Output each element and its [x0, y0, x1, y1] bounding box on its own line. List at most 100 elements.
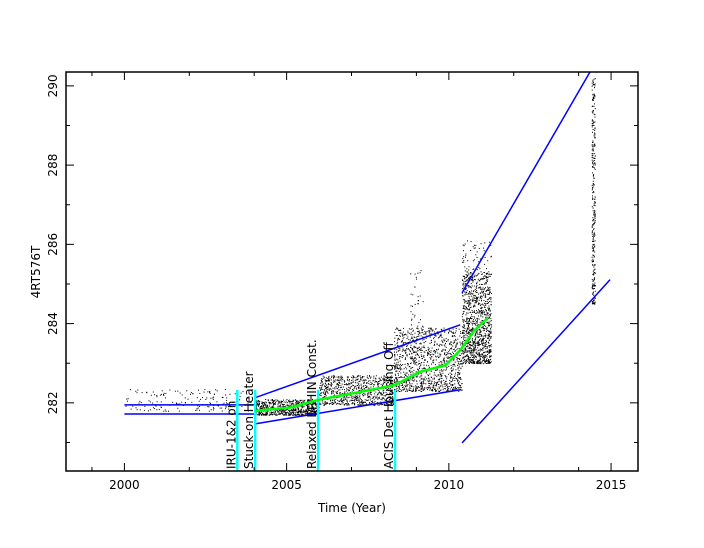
data-point [472, 330, 474, 332]
data-point [331, 375, 333, 377]
data-point [454, 361, 456, 363]
data-point [456, 349, 458, 351]
data-point [472, 362, 474, 364]
data-point [592, 166, 594, 168]
data-point [460, 388, 461, 390]
data-point [364, 385, 366, 386]
data-point [591, 225, 593, 227]
data-point [488, 287, 490, 289]
data-point [402, 346, 404, 348]
data-point [405, 374, 407, 376]
data-point [446, 376, 448, 378]
data-point [234, 393, 236, 395]
data-point [279, 405, 281, 407]
data-point [429, 327, 431, 329]
data-point [473, 299, 475, 301]
data-point [362, 395, 364, 397]
data-point [431, 382, 433, 384]
data-point [308, 410, 310, 411]
data-point [402, 334, 404, 336]
data-point [472, 246, 474, 248]
data-point [428, 351, 430, 352]
data-point [469, 291, 470, 293]
data-point [377, 397, 379, 399]
data-point [465, 363, 467, 364]
data-point [420, 382, 422, 384]
data-point [411, 379, 413, 381]
data-point [473, 290, 475, 291]
data-point [490, 313, 492, 315]
data-point [353, 376, 355, 377]
data-point [594, 205, 596, 207]
y-tick-label: 288 [46, 154, 60, 177]
data-point [259, 407, 261, 408]
data-point [285, 413, 287, 415]
data-point [479, 360, 481, 362]
data-point [288, 414, 290, 416]
data-point [594, 136, 596, 138]
data-point [341, 388, 343, 390]
data-point [468, 301, 470, 303]
data-point [454, 383, 456, 385]
data-point [466, 290, 468, 292]
data-point [465, 355, 467, 357]
data-point [488, 273, 490, 275]
data-point [594, 211, 596, 213]
data-point [490, 318, 492, 320]
data-point [176, 403, 178, 405]
data-point [320, 403, 322, 405]
data-point [477, 304, 479, 306]
data-point [265, 413, 267, 415]
data-point [441, 377, 443, 379]
data-point [338, 382, 340, 384]
data-point [593, 235, 595, 237]
data-point [383, 377, 385, 379]
data-point [260, 406, 262, 407]
data-point [309, 412, 311, 414]
data-point [486, 321, 488, 323]
data-point [275, 414, 277, 416]
data-point [477, 350, 479, 352]
data-point [297, 401, 299, 402]
data-point [467, 357, 469, 359]
data-point [476, 319, 478, 321]
data-point [592, 219, 594, 221]
data-point [411, 318, 413, 320]
data-point [312, 398, 313, 400]
data-point [466, 268, 468, 270]
data-point [422, 387, 424, 389]
data-point [464, 352, 465, 354]
data-point [369, 384, 371, 385]
data-point [296, 414, 298, 416]
data-point [350, 397, 352, 399]
data-point [417, 336, 419, 337]
data-point [263, 411, 265, 413]
data-point [396, 343, 398, 345]
data-point [339, 382, 341, 384]
data-point [476, 322, 478, 324]
data-point [265, 414, 267, 416]
data-point [195, 409, 197, 411]
data-point [371, 402, 373, 404]
data-point [593, 213, 595, 215]
data-point [302, 399, 304, 401]
data-point [349, 392, 351, 393]
data-point [326, 389, 328, 390]
data-point [263, 404, 265, 406]
data-point [479, 332, 481, 334]
data-point [462, 341, 464, 342]
data-point [325, 380, 327, 381]
data-point [490, 337, 492, 339]
data-point [464, 275, 465, 277]
data-point [427, 374, 429, 376]
data-point [437, 374, 439, 376]
data-point [374, 401, 376, 402]
data-point [360, 383, 362, 385]
data-point [450, 386, 452, 388]
data-point [422, 357, 423, 359]
data-point [320, 388, 322, 390]
data-point [455, 340, 457, 341]
data-point [373, 377, 375, 379]
data-point [324, 393, 326, 394]
data-point [474, 341, 476, 343]
